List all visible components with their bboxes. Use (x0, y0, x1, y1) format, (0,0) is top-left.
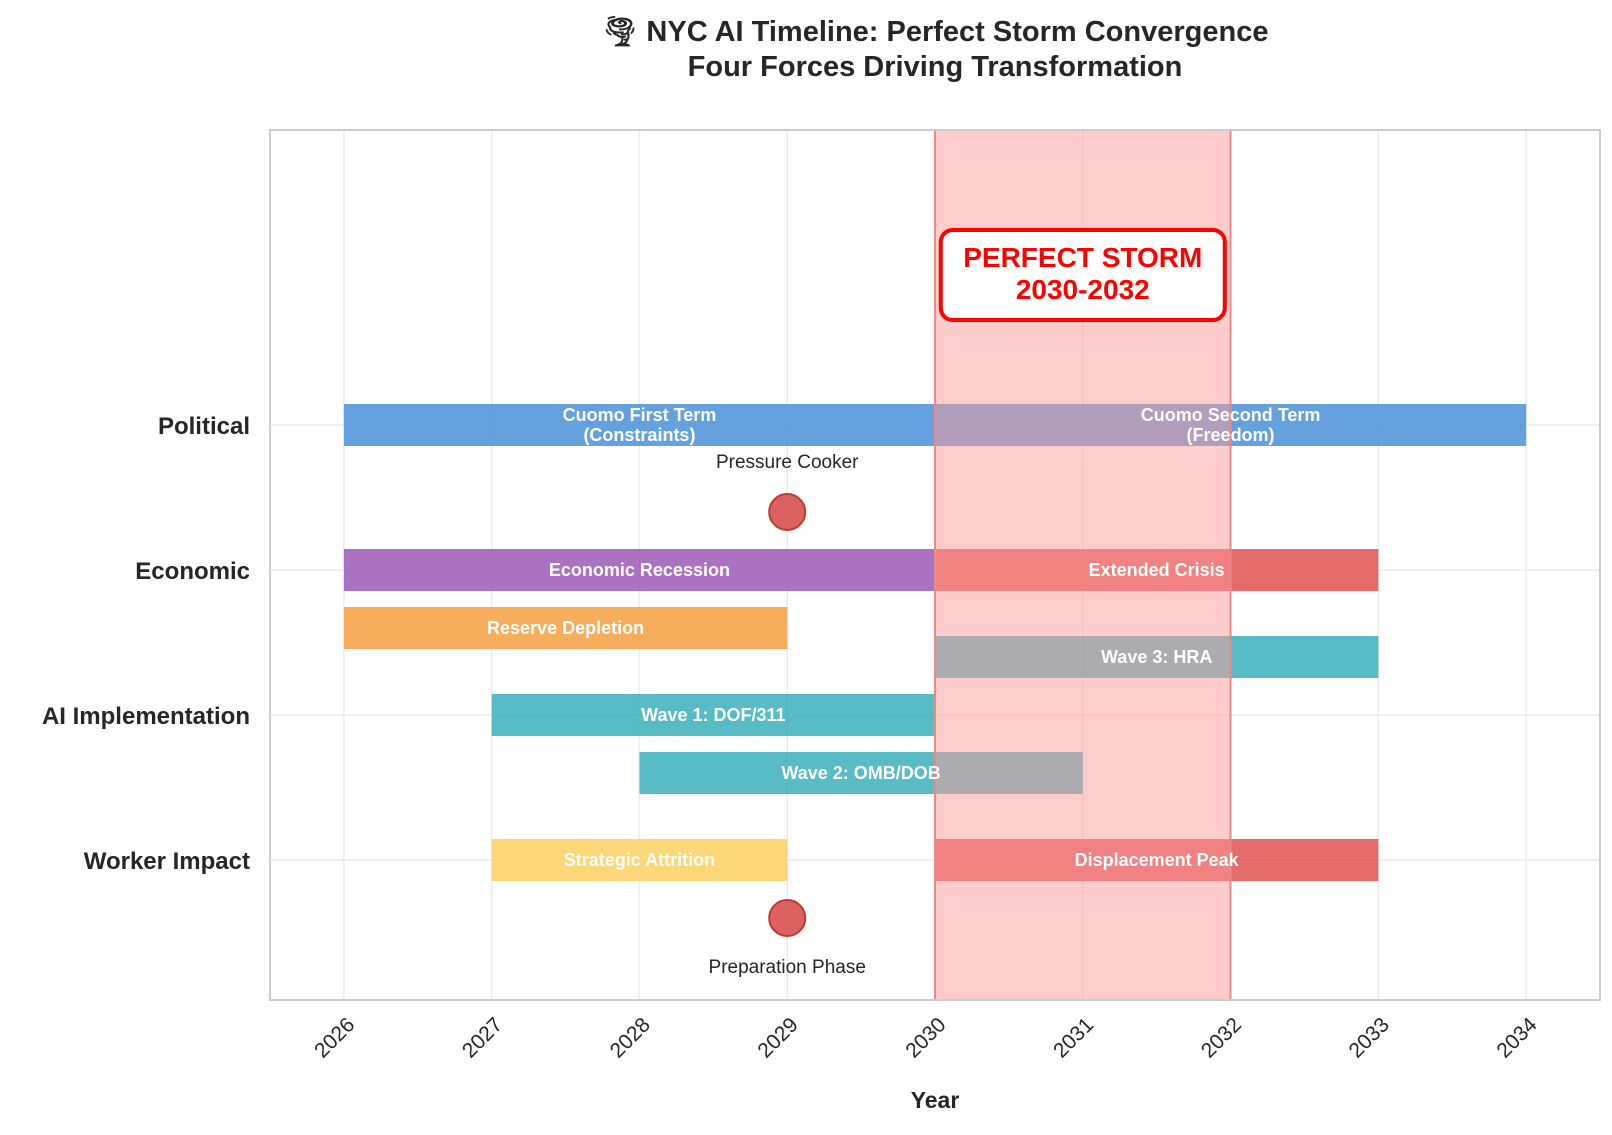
bar-label-strategic-attrition: Strategic Attrition (564, 850, 715, 870)
bar-cuomo-first-term (343, 404, 935, 446)
milestone-label-pressure-cooker: Pressure Cooker (716, 452, 859, 473)
x-tick-label-2026: 2026 (310, 1013, 359, 1062)
bar-wave-1-dof-311 (491, 694, 935, 736)
bar-label-economic-recession: Economic Recession (549, 560, 730, 580)
y-tick-label-worker-impact: Worker Impact (84, 848, 250, 875)
chart-subtitle: Four Forces Driving Transformation (688, 51, 1183, 83)
plot-frame (269, 129, 1601, 1001)
y-tick-label-ai-implementation: AI Implementation (42, 703, 250, 730)
bar-label-wave-2-omb-dob: Wave 2: OMB/DOB (781, 763, 940, 783)
perfect-storm-callout-box (938, 228, 1227, 322)
bar-label-wave-1-dof-311: Wave 1: DOF/311 (641, 705, 785, 725)
bar-label-cuomo-second-term-line-2: (Freedom) (1187, 425, 1275, 445)
milestone-label-preparation-phase: Preparation Phase (709, 957, 866, 978)
y-tick-label-political: Political (158, 413, 250, 440)
milestone-marker-preparation-phase (768, 899, 807, 937)
x-tick-label-2031: 2031 (1049, 1013, 1098, 1062)
x-tick-label-2028: 2028 (606, 1013, 655, 1062)
perfect-storm-callout-line-1: PERFECT STORM (963, 242, 1202, 273)
bar-reserve-depletion (343, 607, 788, 649)
plot-area: Cuomo First Term(Constraints) Cuomo Secon… (42, 129, 1601, 1063)
x-tick-label-2027: 2027 (458, 1013, 507, 1062)
y-tick-label-economic: Economic (135, 558, 250, 585)
bar-strategic-attrition (491, 839, 788, 881)
bar-label-wave-3-hra: Wave 3: HRA (1101, 647, 1212, 667)
bar-label-cuomo-second-term-line-1: Cuomo Second Term (1141, 405, 1321, 425)
x-tick-label-2032: 2032 (1197, 1013, 1246, 1062)
bar-label-extended-crisis: Extended Crisis (1089, 560, 1225, 580)
milestone-marker-pressure-cooker (768, 493, 807, 531)
x-axis-label: Year (911, 1087, 960, 1113)
x-tick-label-2034: 2034 (1492, 1013, 1542, 1063)
bar-label-cuomo-first-term-line-1: Cuomo First Term (563, 405, 717, 425)
x-tick-label-2033: 2033 (1345, 1013, 1394, 1062)
bar-label-cuomo-first-term-line-2: (Constraints) (583, 425, 695, 445)
bar-economic-recession (343, 549, 935, 591)
perfect-storm-callout-line-2: 2030-2032 (1016, 274, 1150, 305)
x-tick-label-2030: 2030 (901, 1013, 950, 1062)
chart-title: 🌪 NYC AI Timeline: Perfect Storm Converg… (602, 15, 1269, 48)
bar-label-reserve-depletion: Reserve Depletion (487, 618, 644, 638)
x-tick-label-2029: 2029 (753, 1013, 802, 1062)
bar-label-displacement-peak: Displacement Peak (1075, 850, 1240, 870)
